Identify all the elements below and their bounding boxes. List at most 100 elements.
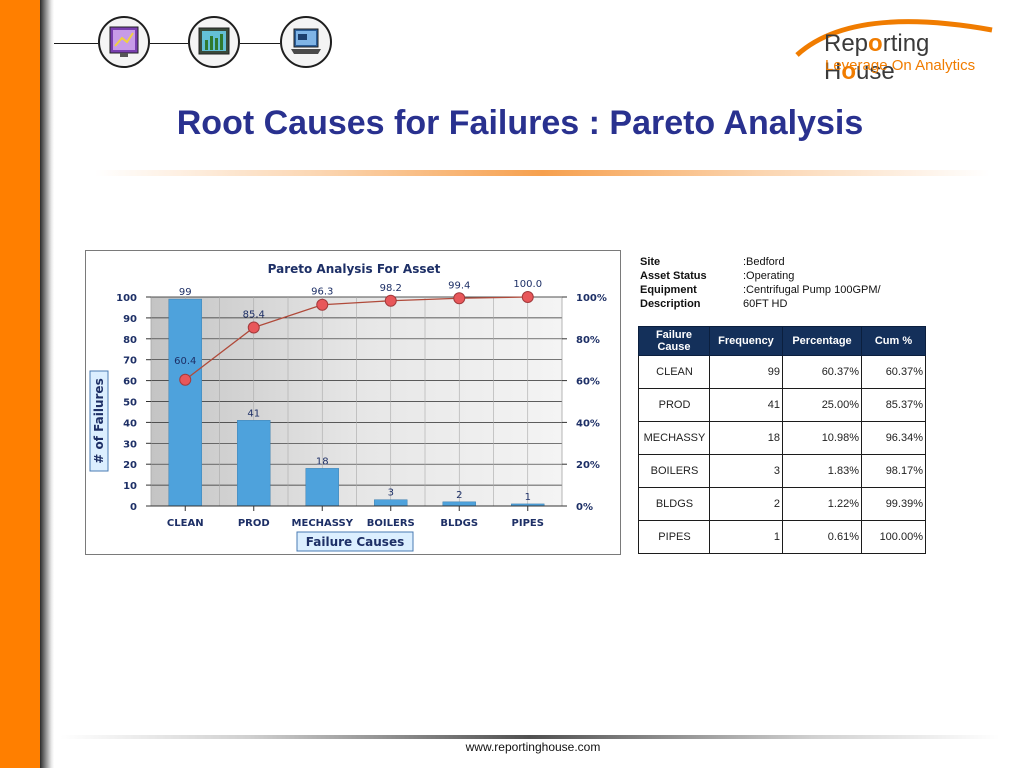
y2-tick-label: 0%	[576, 502, 593, 513]
bar-value-label: 3	[388, 488, 394, 499]
cell-frequency: 18	[709, 421, 783, 455]
y-tick-label: 40	[123, 418, 137, 429]
info-site-row: Site :Bedford	[640, 256, 930, 270]
x-tick-label: PIPES	[512, 518, 544, 529]
cumulative-label: 98.2	[380, 283, 402, 294]
site-value: :Bedford	[743, 256, 785, 268]
asset-info: Site :Bedford Asset Status :Operating Eq…	[640, 256, 930, 312]
y2-tick-label: 20%	[576, 460, 600, 471]
bar-value-label: 2	[456, 490, 462, 501]
icon-connector-line	[54, 43, 98, 44]
y-tick-label: 90	[123, 314, 137, 325]
column-header-frequency: Frequency	[709, 326, 783, 356]
chart-monitor-icon	[98, 16, 150, 68]
logo-tagline: Leverage On Analytics	[825, 57, 976, 74]
y-axis-title: # of Failures	[89, 370, 109, 472]
y-tick-label: 0	[130, 502, 137, 513]
y-tick-label: 30	[123, 439, 137, 450]
x-tick-label: CLEAN	[167, 518, 204, 529]
cell-failure-cause: PIPES	[638, 520, 710, 554]
x-tick-label: MECHASSY	[292, 518, 354, 529]
bar-value-label: 99	[179, 287, 192, 298]
bar-value-label: 1	[525, 492, 531, 503]
failure-frequency-table: Failure Cause Frequency Percentage Cum %…	[638, 326, 926, 554]
cumulative-label: 60.4	[174, 356, 196, 367]
asset-status-label: Asset Status	[640, 270, 707, 282]
y2-tick-label: 100%	[576, 293, 607, 304]
cumulative-markers	[179, 291, 534, 386]
cumulative-marker	[384, 294, 397, 307]
cell-percentage: 0.61%	[782, 520, 862, 554]
x-tick-label: PROD	[238, 518, 270, 529]
footer-divider	[60, 735, 1000, 739]
pareto-chart: Pareto Analysis For Asset 99 41 18 3 2 1 60.4…	[86, 251, 620, 554]
column-header-cum-pct: Cum %	[861, 326, 926, 356]
y-tick-label: 80	[123, 335, 137, 346]
x-tick-label: BLDGS	[440, 518, 478, 529]
table-header-row: Failure Cause Frequency Percentage Cum %	[638, 326, 926, 356]
bar	[237, 420, 271, 507]
cell-percentage: 10.98%	[782, 421, 862, 455]
grid-lines	[150, 296, 563, 507]
y2-tick-label: 60%	[576, 377, 600, 388]
cell-cum-pct: 98.17%	[861, 454, 926, 488]
bar-value-labels: 99 41 18 3 2 1	[179, 287, 531, 503]
cumulative-label: 96.3	[311, 287, 333, 298]
x-axis-ticks: CLEAN PROD MECHASSY BOILERS BLDGS PIPES	[151, 505, 562, 529]
icon-connector-line	[150, 43, 188, 44]
cumulative-line	[184, 296, 528, 381]
cell-cum-pct: 99.39%	[861, 487, 926, 521]
cumulative-marker	[453, 292, 466, 305]
description-value: 60FT HD	[743, 298, 788, 310]
icon-connector-line	[240, 43, 280, 44]
y-tick-label: 50	[123, 398, 137, 409]
cell-percentage: 1.83%	[782, 454, 862, 488]
equipment-value: :Centrifugal Pump 100GPM/	[743, 284, 881, 296]
cell-frequency: 3	[709, 454, 783, 488]
cumulative-marker	[521, 291, 534, 303]
cumulative-marker	[316, 298, 329, 311]
chart-title: Pareto Analysis For Asset	[268, 262, 441, 276]
y-tick-label: 60	[123, 377, 137, 388]
table-row: PROD 41 25.00% 85.37%	[638, 388, 926, 422]
y2-tick-label: 40%	[576, 418, 600, 429]
cell-failure-cause: PROD	[638, 388, 710, 422]
cell-percentage: 1.22%	[782, 487, 862, 521]
pareto-chart-panel: Pareto Analysis For Asset 99 41 18 3 2 1 60.4…	[85, 250, 621, 555]
y-tick-label: 20	[123, 460, 137, 471]
description-label: Description	[640, 298, 701, 310]
cumulative-label: 85.4	[243, 310, 265, 321]
slide-title: Root Causes for Failures : Pareto Analys…	[176, 104, 864, 142]
logo-wordmark: Reporting House	[824, 30, 930, 85]
left-shadow-gradient	[40, 0, 54, 768]
y-tick-label: 100	[116, 293, 137, 304]
cumulative-labels: 60.4 85.4 96.3 98.2 99.4 100.0	[174, 279, 542, 367]
table-row: PIPES 1 0.61% 100.00%	[638, 520, 926, 554]
title-underline	[95, 170, 990, 176]
cell-percentage: 25.00%	[782, 388, 862, 422]
cumulative-label: 99.4	[448, 280, 470, 291]
info-status-row: Asset Status :Operating	[640, 270, 930, 284]
y2-axis-ticks: 0% 20% 40% 60% 80% 100%	[562, 293, 607, 513]
table-row: CLEAN 99 60.37% 60.37%	[638, 355, 926, 389]
cell-failure-cause: BLDGS	[638, 487, 710, 521]
y-axis-label: # of Failures	[92, 378, 106, 463]
laptop-icon	[280, 16, 332, 68]
y-tick-label: 70	[123, 356, 137, 367]
bar	[442, 501, 476, 507]
cumulative-marker	[247, 321, 260, 334]
cell-frequency: 2	[709, 487, 783, 521]
bar-chart-icon	[188, 16, 240, 68]
table-row: MECHASSY 18 10.98% 96.34%	[638, 421, 926, 455]
cumulative-marker	[179, 373, 192, 386]
cell-percentage: 60.37%	[782, 355, 862, 389]
bar-value-label: 18	[316, 456, 329, 467]
x-tick-label: BOILERS	[367, 518, 415, 529]
cell-cum-pct: 85.37%	[861, 388, 926, 422]
cell-failure-cause: CLEAN	[638, 355, 710, 389]
cell-frequency: 99	[709, 355, 783, 389]
x-axis-label: Failure Causes	[306, 535, 404, 549]
y-axis-ticks: 0 10 20 30 40 50 60 70 80 90 100	[116, 293, 151, 513]
site-label: Site	[640, 256, 661, 268]
cell-frequency: 1	[709, 520, 783, 554]
